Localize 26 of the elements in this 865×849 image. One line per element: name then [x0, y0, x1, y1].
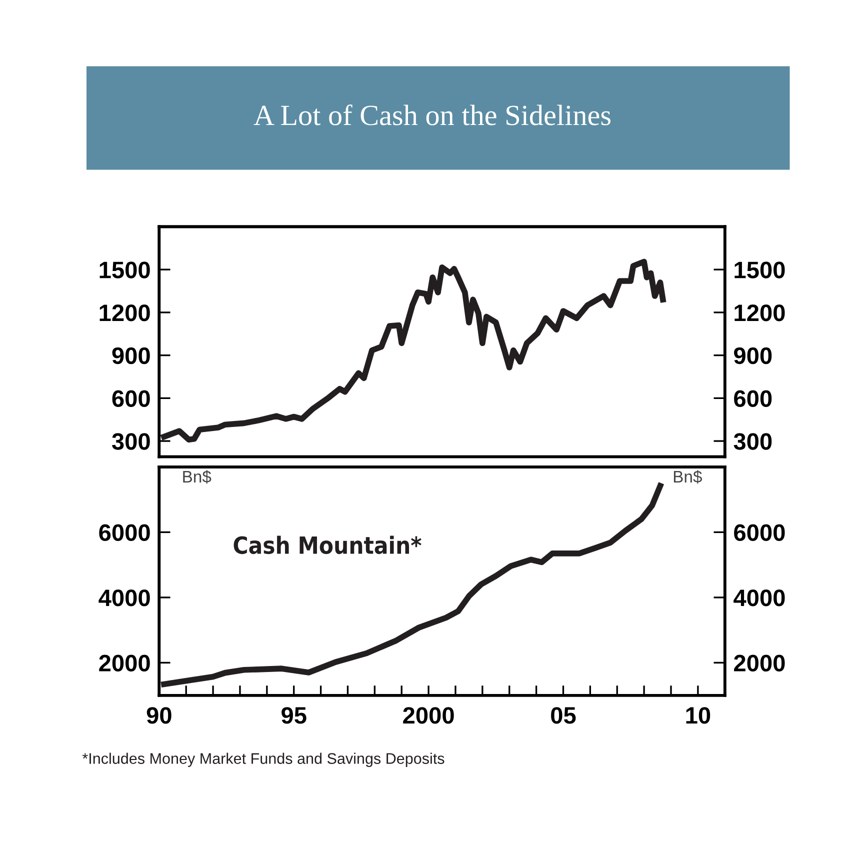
y-tick-label: 1200 [100, 304, 150, 322]
chart-title: A Lot of Cash on the Sidelines [254, 104, 610, 126]
x-tick-label: 90 [146, 707, 172, 724]
y-axis-title: Bn$ [183, 470, 212, 484]
x-tick-label: 2000 [403, 707, 454, 724]
y2-tick-label: 2000 [734, 654, 785, 672]
y2-axis-title: Bn$ [674, 470, 702, 484]
x-tick-label: 05 [551, 707, 576, 724]
y2-tick-label: 600 [734, 390, 772, 407]
y2-tick-label: 1200 [734, 304, 785, 322]
y-tick-label: 6000 [99, 524, 150, 541]
text: *Includes Money Market Funds and Savings Deposits [82, 752, 444, 767]
y-tick-label: 600 [112, 390, 150, 407]
y2-tick-label: 300 [734, 433, 772, 450]
y2-tick-label: 900 [734, 347, 772, 364]
y2-tick-label: 6000 [734, 524, 785, 541]
y-tick-label: 300 [112, 433, 150, 450]
y2-tick-label: 4000 [734, 590, 785, 606]
y-tick-label: 1500 [100, 262, 150, 278]
y-tick-label: 2000 [99, 654, 150, 672]
y-tick-label: 900 [112, 347, 150, 364]
text: Cash Mountain* [234, 536, 422, 554]
y2-tick-label: 1500 [734, 262, 785, 278]
x-tick-label: 10 [686, 707, 710, 724]
x-tick-label: 95 [282, 707, 306, 724]
y-tick-label: 4000 [98, 590, 150, 606]
